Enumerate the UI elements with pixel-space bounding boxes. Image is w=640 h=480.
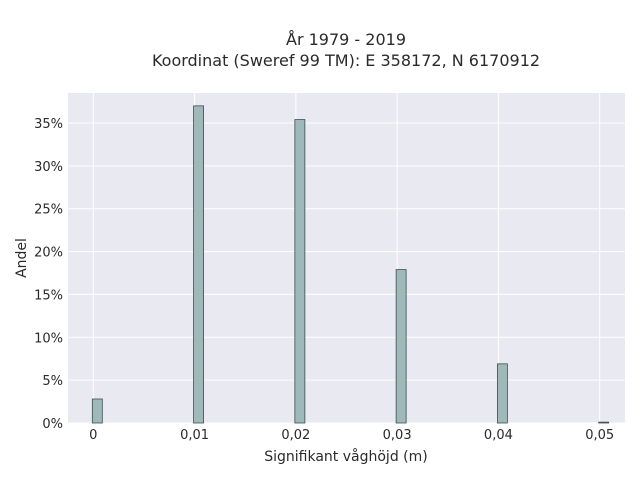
y-tick-label: 15% xyxy=(34,288,63,303)
x-axis-title: Signifikant våghöjd (m) xyxy=(264,448,427,465)
y-tick-label: 10% xyxy=(34,331,63,346)
x-tick-label: 0,05 xyxy=(585,428,614,443)
bar xyxy=(193,105,204,424)
y-tick-label: 20% xyxy=(34,246,63,261)
bar xyxy=(598,421,610,424)
bar xyxy=(294,119,306,424)
y-tick-label: 30% xyxy=(34,160,63,175)
x-axis-ticks: 0 0,01 0,02 0,03 0,04 0,05 xyxy=(89,428,614,443)
bars xyxy=(91,105,610,424)
bar xyxy=(497,363,508,424)
x-tick-label: 0 xyxy=(89,428,97,443)
bar xyxy=(395,269,407,424)
y-tick-label: 35% xyxy=(34,117,63,132)
plot-area xyxy=(68,93,625,423)
y-tick-label: 25% xyxy=(34,203,63,218)
x-tick-label: 0,02 xyxy=(281,428,310,443)
y-axis-title: Andel xyxy=(14,238,30,278)
bar xyxy=(91,398,103,424)
y-axis-ticks: 0% 5% 10% 15% 20% 25% 30% 35% xyxy=(34,117,63,432)
y-tick-label: 5% xyxy=(42,374,63,389)
x-tick-label: 0,04 xyxy=(484,428,513,443)
x-tick-label: 0,03 xyxy=(383,428,412,443)
chart-title: År 1979 - 2019 xyxy=(286,30,406,49)
chart-subtitle: Koordinat (Sweref 99 TM): E 358172, N 61… xyxy=(152,51,540,70)
x-tick-label: 0,01 xyxy=(180,428,209,443)
y-tick-label: 0% xyxy=(42,417,63,432)
